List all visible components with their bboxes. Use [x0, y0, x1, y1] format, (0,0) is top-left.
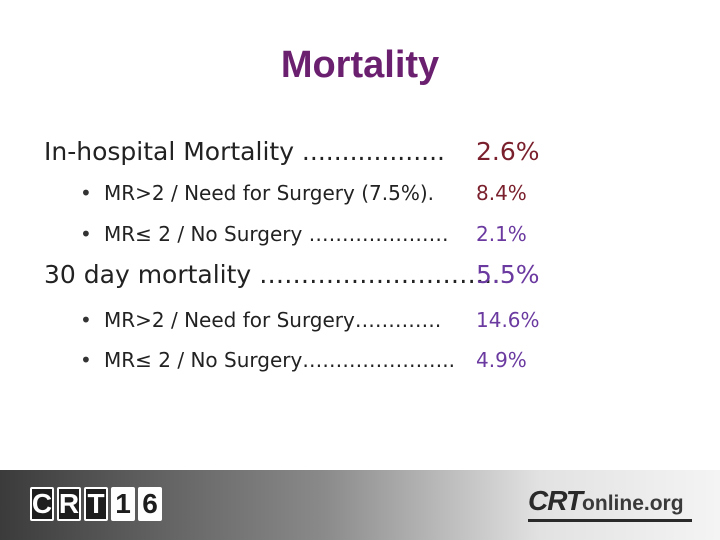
crtonline-logo: CRT online.org: [528, 485, 692, 522]
sub-item-value: 14.6%: [476, 308, 540, 332]
thirty-day-mortality-value: 5.5%: [476, 260, 540, 289]
sub-item-label: MR≤ 2 / No Surgery …………………: [104, 222, 449, 246]
sub-item-label: MR>2 / Need for Surgery………….: [104, 308, 442, 332]
in-hospital-mortality-value: 2.6%: [476, 137, 540, 166]
bullet-icon: •: [80, 348, 92, 372]
crt16-logo: C R T 1 6: [30, 487, 162, 523]
bullet-icon: •: [80, 308, 92, 332]
crtonline-logo-rest: online.org: [582, 492, 684, 515]
logo-letter: T: [84, 487, 108, 521]
bullet-icon: •: [80, 222, 92, 246]
bullet-icon: •: [80, 181, 92, 205]
sub-item-row: • MR≤ 2 / No Surgery………………….. 4.9%: [0, 348, 720, 382]
sub-item-label: MR≤ 2 / No Surgery…………………..: [104, 348, 456, 372]
sub-item-label: MR>2 / Need for Surgery (7.5%).: [104, 181, 434, 205]
logo-letter: 1: [111, 487, 135, 521]
sub-item-value: 2.1%: [476, 222, 527, 246]
sub-item-value: 4.9%: [476, 348, 527, 372]
sub-item-value: 8.4%: [476, 181, 527, 205]
sub-item-row: • MR>2 / Need for Surgery (7.5%). 8.4%: [0, 181, 720, 215]
logo-letter: R: [57, 487, 81, 521]
logo-underline: [528, 519, 692, 522]
thirty-day-mortality-row: 30 day mortality ……………………….. 5.5%: [0, 260, 720, 294]
logo-letter: C: [30, 487, 54, 521]
thirty-day-mortality-label: 30 day mortality ………………………..: [44, 260, 501, 289]
slide-title: Mortality: [280, 44, 440, 86]
sub-item-row: • MR≤ 2 / No Surgery ………………… 2.1%: [0, 222, 720, 256]
crtonline-logo-crt: CRT: [528, 485, 583, 516]
in-hospital-mortality-row: In-hospital Mortality ..................…: [0, 137, 720, 171]
sub-item-row: • MR>2 / Need for Surgery…………. 14.6%: [0, 308, 720, 342]
logo-letter: 6: [138, 487, 162, 521]
in-hospital-mortality-label: In-hospital Mortality ..................: [44, 137, 445, 166]
